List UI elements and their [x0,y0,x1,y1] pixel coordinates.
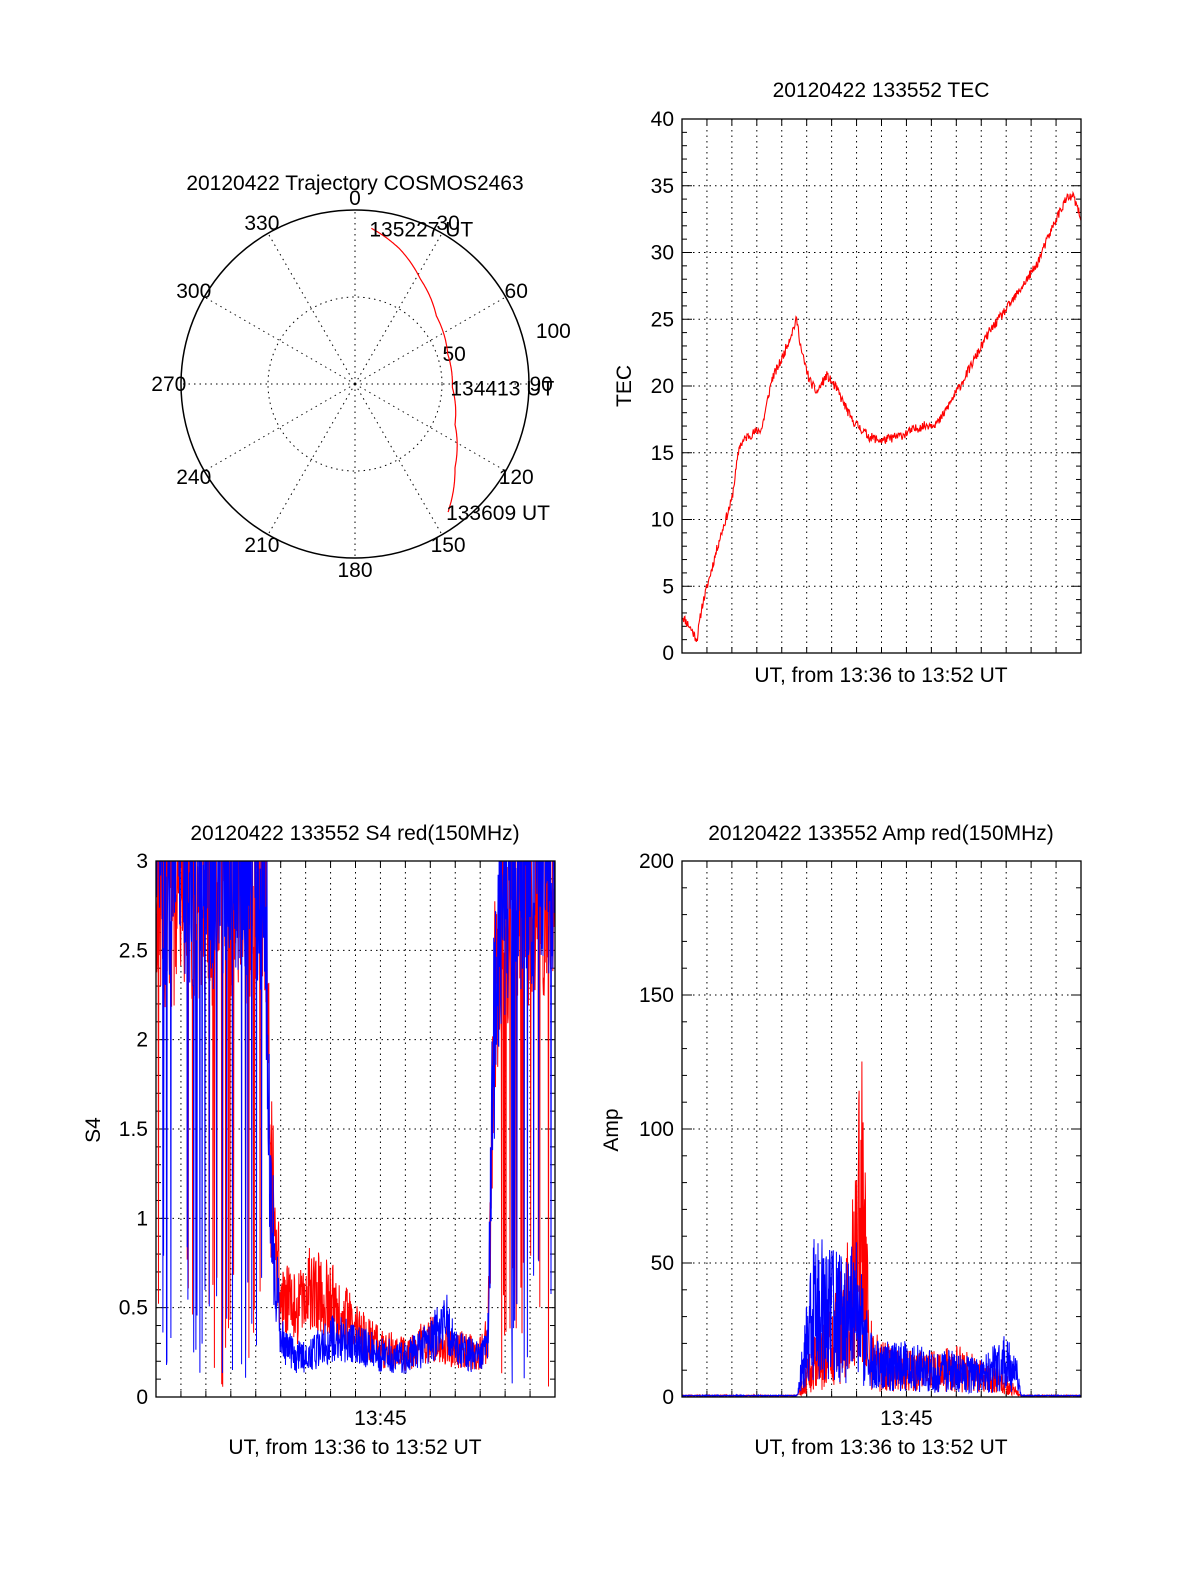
polar-angle-label: 30 [436,212,459,235]
y-tick-label: 25 [651,308,674,331]
amp-xlabel: UT, from 13:36 to 13:52 UT [754,1436,1007,1459]
s4-panel: 20120422 133552 S4 red(150MHz) UT, from … [82,822,556,1459]
y-tick-label: 35 [651,175,674,198]
trajectory-title: 20120422 Trajectory COSMOS2463 [186,172,523,195]
s4-line-blue [156,861,555,1384]
polar-spoke [204,296,356,385]
y-tick-label: 2 [136,1029,148,1052]
s4-xlabel: UT, from 13:36 to 13:52 UT [228,1436,481,1459]
plot-area [156,861,555,1387]
amp-line-blue [682,1239,1081,1397]
trajectory-time-label: 133609 UT [446,502,550,525]
polar-angle-label: 240 [176,466,211,489]
polar-outer-ring [180,209,530,559]
plot-frame [681,860,1082,1398]
tec-ylabel: TEC [613,365,636,407]
tec-xlabel: UT, from 13:36 to 13:52 UT [754,664,1007,687]
plot-frame [155,860,556,1398]
polar-spoke [204,383,356,472]
trajectory-line [371,227,458,513]
amp-panel: 20120422 133552 Amp red(150MHz) UT, from… [600,822,1082,1459]
trajectory-time-label: 134413 UT [450,377,554,400]
plot-area [682,190,1081,643]
polar-spoke [354,383,506,472]
polar-angle-label: 120 [499,466,534,489]
polar-radial-label: 50 [443,343,466,366]
y-tick-label: 0 [662,642,674,665]
polar-spoke [267,383,356,535]
y-tick-label: 5 [662,575,674,598]
polar-spoke [267,233,356,385]
y-tick-label: 1.5 [119,1118,148,1141]
y-tick-label: 200 [639,850,674,873]
tec-title: 20120422 133552 TEC [773,79,990,102]
polar-angle-label: 330 [244,212,279,235]
y-tick-label: 2.5 [119,939,148,962]
y-tick-label: 150 [639,984,674,1007]
amp-ylabel: Amp [600,1108,623,1151]
polar-spoke [354,233,443,385]
tec-panel: 20120422 133552 TEC UT, from 13:36 to 13… [613,79,1082,687]
polar-angle-label: 60 [505,280,528,303]
polar-angle-label: 210 [244,534,279,557]
y-tick-label: 3 [136,850,148,873]
polar-angle-label: 270 [151,373,186,396]
polar-spoke [354,383,443,535]
polar-ring [267,296,443,472]
polar-angle-label: 180 [337,559,372,582]
trajectory-time-label: 135227 UT [369,218,473,241]
trajectory-polar-panel: 20120422 Trajectory COSMOS2463 0 30 60 90 12… [151,172,571,582]
amp-title: 20120422 133552 Amp red(150MHz) [708,822,1054,845]
y-tick-label: 0.5 [119,1297,148,1320]
y-tick-label: 15 [651,442,674,465]
tec-line-red [682,190,1081,643]
polar-angle-label: 300 [176,280,211,303]
y-tick-label: 50 [651,1252,674,1275]
y-tick-label: 30 [651,242,674,265]
y-tick-label: 20 [651,375,674,398]
y-tick-label: 0 [136,1386,148,1409]
y-tick-label: 100 [639,1118,674,1141]
y-tick-label: 10 [651,509,674,532]
s4-title: 20120422 133552 S4 red(150MHz) [190,822,519,845]
polar-angle-label: 0 [349,187,361,210]
s4-ylabel: S4 [82,1117,105,1143]
y-tick-label: 1 [136,1207,148,1230]
x-tick-label: 13:45 [880,1407,933,1430]
polar-angle-label: 150 [431,534,466,557]
polar-radial-label: 100 [536,320,571,343]
y-tick-label: 40 [651,108,674,131]
x-tick-label: 13:45 [354,1407,407,1430]
y-tick-label: 0 [662,1386,674,1409]
polar-spoke [354,296,506,385]
plot-frame [681,118,1082,654]
polar-angle-label: 90 [530,373,553,396]
plot-area [682,1061,1081,1397]
